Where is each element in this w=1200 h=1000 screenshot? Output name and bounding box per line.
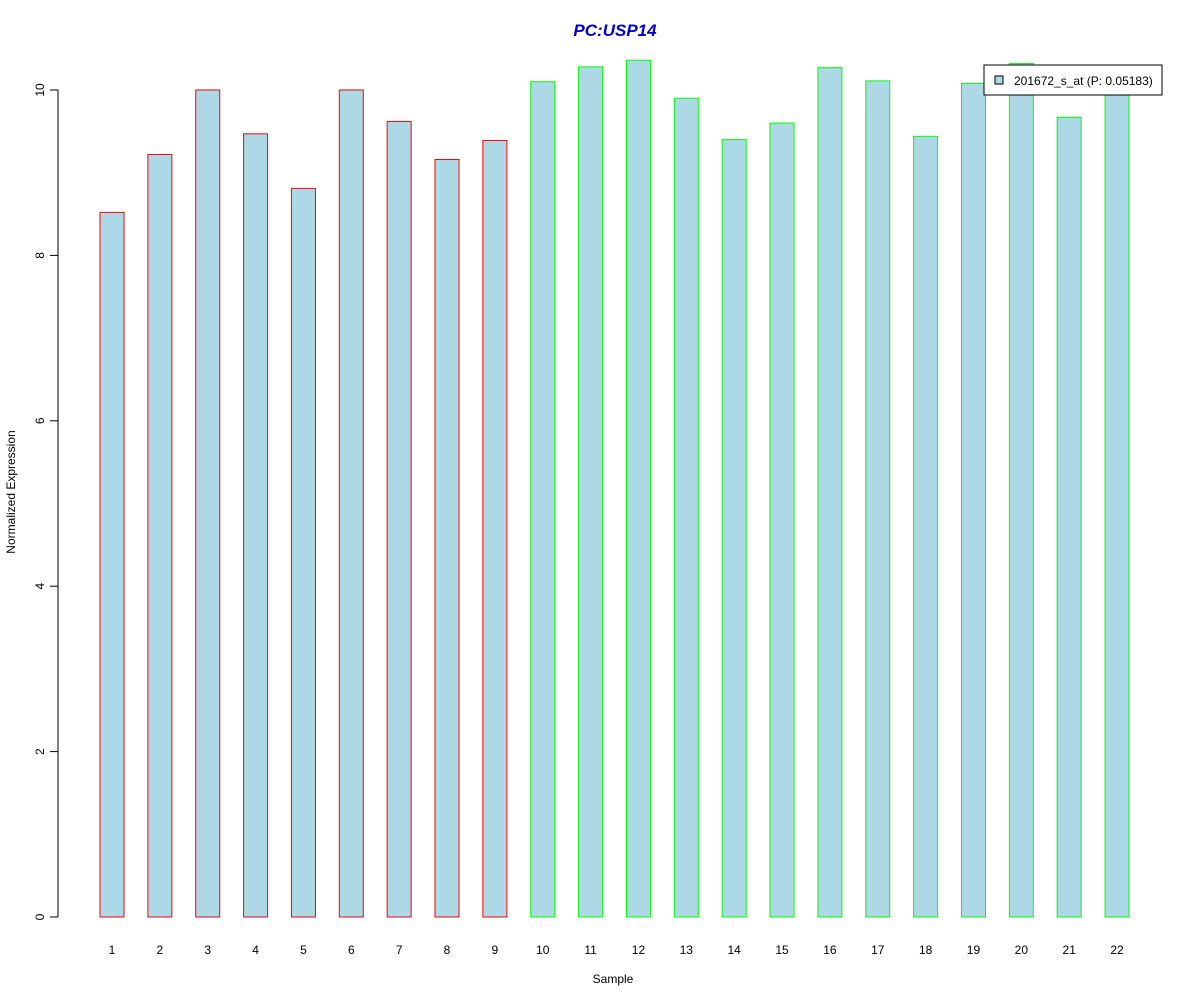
y-tick-label: 2 xyxy=(33,748,47,755)
x-tick-label: 19 xyxy=(967,943,981,957)
bar-sample-1 xyxy=(99,211,125,918)
x-tick-label: 18 xyxy=(919,943,933,957)
x-tick-label: 1 xyxy=(109,943,116,957)
bar-sample-9 xyxy=(482,139,508,918)
bars xyxy=(99,59,1130,918)
x-tick-label: 8 xyxy=(444,943,451,957)
bar-sample-17 xyxy=(865,80,891,918)
x-tick-label: 16 xyxy=(823,943,837,957)
bar-sample-19 xyxy=(960,82,986,918)
legend-box xyxy=(983,64,1163,96)
x-tick-label: 20 xyxy=(1015,943,1029,957)
y-tick-label: 4 xyxy=(33,583,47,590)
legend: 201672_s_at (P: 0.05183) xyxy=(983,64,1163,96)
bar-sample-14 xyxy=(721,139,747,918)
bar-sample-5 xyxy=(290,187,316,918)
bar-sample-16 xyxy=(817,67,843,918)
bar-sample-13 xyxy=(673,97,699,918)
x-tick-label: 7 xyxy=(396,943,403,957)
bar-sample-18 xyxy=(913,135,939,918)
legend-label: 201672_s_at (P: 0.05183) xyxy=(1014,74,1153,88)
bar-sample-10 xyxy=(530,81,556,918)
x-tick-label: 3 xyxy=(204,943,211,957)
x-tick-label: 22 xyxy=(1110,943,1124,957)
x-tick-label: 13 xyxy=(680,943,694,957)
x-tick-label: 6 xyxy=(348,943,355,957)
x-tick-label: 14 xyxy=(728,943,742,957)
bar-sample-7 xyxy=(386,120,412,918)
bar-sample-20 xyxy=(1008,63,1034,918)
bar-sample-4 xyxy=(243,133,269,918)
bar-sample-15 xyxy=(769,122,795,918)
y-tick-label: 6 xyxy=(33,417,47,424)
bar-sample-21 xyxy=(1056,116,1082,918)
bar-sample-3 xyxy=(195,89,221,918)
y-axis: 0 2 4 6 8 10 xyxy=(33,83,59,920)
x-axis-tick-labels: 1 2 3 4 5 6 7 8 9 10 11 12 13 14 15 16 17 18 19 20 21 22 xyxy=(109,943,1124,957)
bar-sample-11 xyxy=(578,66,604,918)
x-axis-label: Sample xyxy=(593,972,634,986)
x-tick-label: 2 xyxy=(157,943,164,957)
bar-sample-6 xyxy=(338,89,364,918)
y-tick-label: 0 xyxy=(33,913,47,920)
x-tick-label: 11 xyxy=(584,943,597,957)
x-tick-label: 15 xyxy=(775,943,789,957)
legend-swatch xyxy=(994,75,1004,85)
bar-sample-8 xyxy=(434,158,460,918)
bar-sample-12 xyxy=(625,59,651,918)
x-tick-label: 12 xyxy=(632,943,646,957)
bar-sample-22 xyxy=(1104,89,1130,918)
x-tick-label: 9 xyxy=(492,943,499,957)
bar-sample-2 xyxy=(147,154,173,918)
y-tick-label: 8 xyxy=(33,252,47,259)
x-tick-label: 5 xyxy=(300,943,307,957)
y-axis-label: Normalized Expression xyxy=(4,430,18,553)
x-tick-label: 21 xyxy=(1063,943,1077,957)
y-tick-label: 10 xyxy=(33,83,47,97)
chart-title: PC:USP14 xyxy=(573,21,657,40)
x-tick-label: 10 xyxy=(536,943,550,957)
x-tick-label: 17 xyxy=(871,943,885,957)
x-tick-label: 4 xyxy=(252,943,259,957)
